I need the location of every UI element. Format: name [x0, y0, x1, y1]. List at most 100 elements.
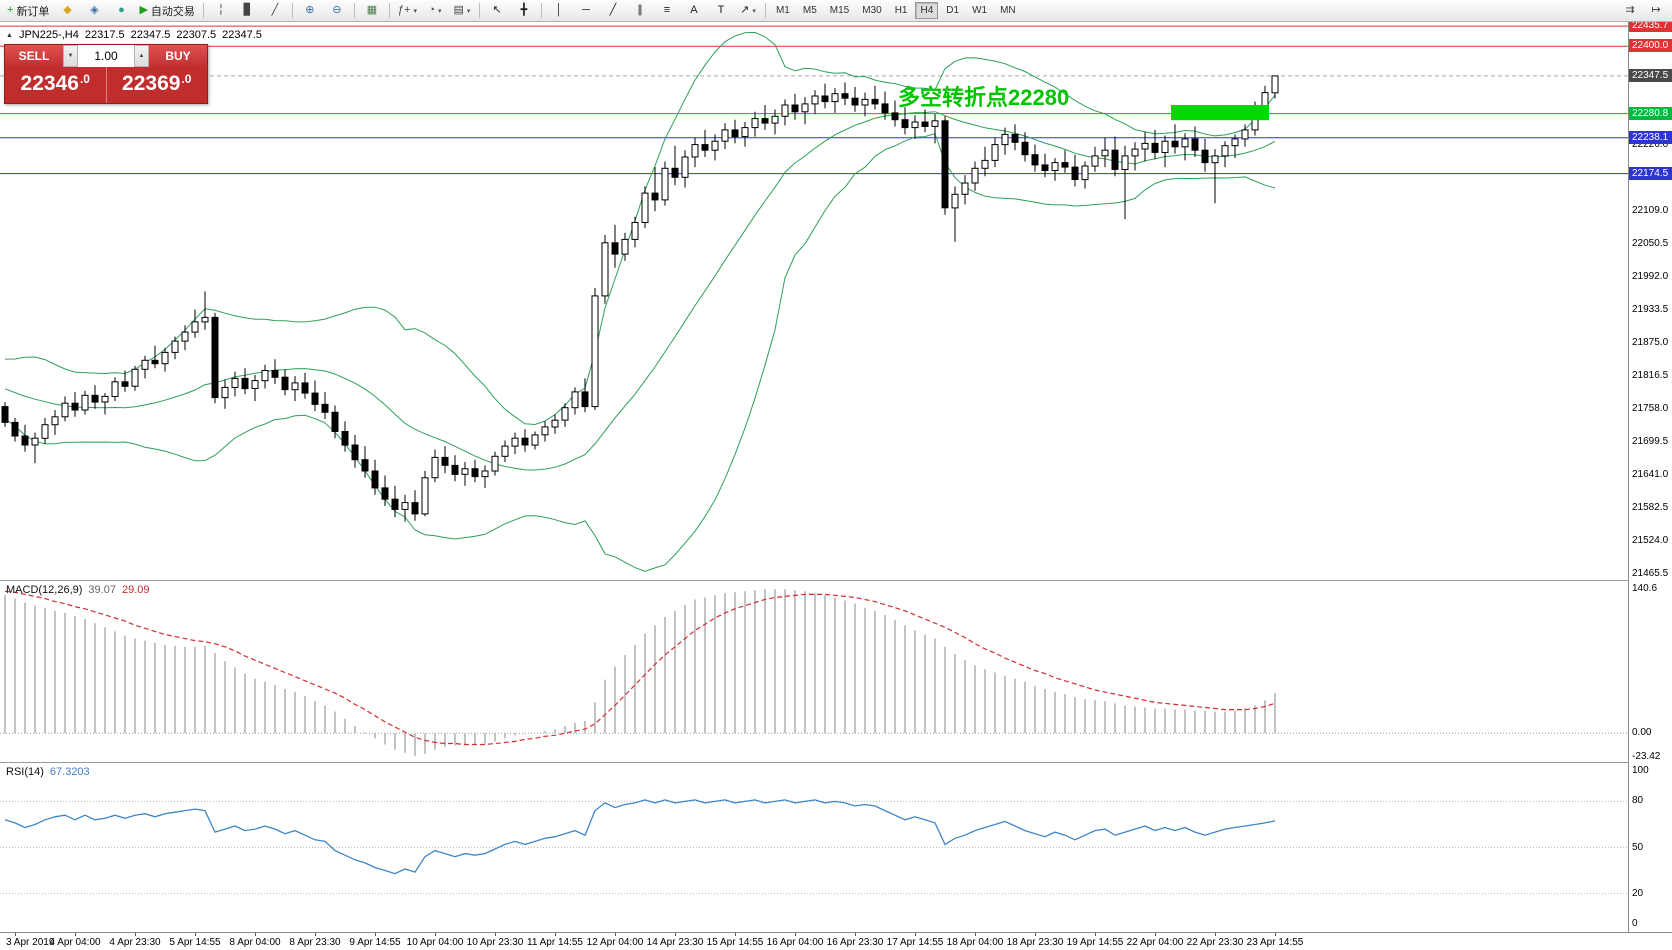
- timeframe-M30[interactable]: M30: [862, 5, 882, 16]
- price-tag-22400.0: 22400.0: [1629, 39, 1672, 53]
- time-axis-label: 14 Apr 23:30: [646, 937, 704, 948]
- time-axis-label: 16 Apr 04:00: [766, 937, 824, 948]
- data-window-button[interactable]: ◈: [81, 1, 107, 21]
- vertical-line-tool-button[interactable]: │: [546, 1, 572, 21]
- timeframe-W1[interactable]: W1: [972, 5, 988, 16]
- timeframe-H1[interactable]: H1: [894, 5, 908, 16]
- volume-increase-button[interactable]: ▲: [134, 45, 149, 67]
- time-axis-label: 11 Apr 14:55: [527, 937, 583, 948]
- rsi-indicator-panel[interactable]: [0, 763, 1628, 932]
- price-axis-label: 21758.0: [1632, 402, 1669, 414]
- label-tool-button[interactable]: T: [708, 1, 734, 21]
- panel-splitter-rsi[interactable]: [0, 762, 1628, 763]
- time-axis-label: 17 Apr 14:55: [886, 937, 944, 948]
- autotrading-button[interactable]: ▶ 自动交易: [135, 1, 198, 21]
- navigator-button[interactable]: ●: [108, 1, 134, 21]
- text-tool-button[interactable]: A: [681, 1, 707, 21]
- chart-shift-button[interactable]: ↦: [1643, 1, 1669, 21]
- new-order-button[interactable]: + 新订单: [3, 1, 53, 21]
- rsi-name: RSI(14): [6, 766, 44, 778]
- time-axis-tick: [1215, 933, 1216, 936]
- market-watch-icon: ◆: [63, 4, 72, 16]
- price-axis-label: 21933.5: [1632, 303, 1669, 315]
- time-axis[interactable]: 3 Apr 2019 4 Apr 04:00 4 Apr 23:30 5 Apr 14…: [0, 932, 1672, 950]
- volume-stepper: ▼ ▲: [63, 45, 149, 67]
- main-price-chart[interactable]: [0, 22, 1628, 580]
- buy-price[interactable]: 22369 .0: [106, 67, 207, 103]
- time-axis-tick: [15, 933, 16, 936]
- line-chart-button[interactable]: ╱: [262, 1, 288, 21]
- horizontal-line-tool-icon: ─: [582, 4, 590, 16]
- toolbar-separator: [353, 3, 355, 18]
- buy-button[interactable]: BUY: [149, 45, 207, 67]
- time-axis-label: 4 Apr 04:00: [49, 937, 101, 948]
- cursor-tool-button[interactable]: ↖: [484, 1, 510, 21]
- timeframe-MN[interactable]: MN: [1000, 5, 1016, 16]
- price-axis-label: 21816.5: [1632, 369, 1669, 381]
- line-chart-icon: ╱: [271, 4, 279, 16]
- templates-button[interactable]: ▤ ▾: [449, 1, 475, 21]
- price-axis-label: 22109.0: [1632, 204, 1669, 216]
- time-axis-label: 10 Apr 04:00: [406, 937, 464, 948]
- autotrading-icon: ▶: [139, 4, 148, 16]
- time-axis-tick: [915, 933, 916, 936]
- bollinger-upper-band[interactable]: [4, 31, 1276, 426]
- panel-splitter-macd[interactable]: [0, 580, 1628, 581]
- sell-price[interactable]: 22346 .0: [5, 67, 107, 103]
- price-axis[interactable]: 22226.022167.522109.022050.521992.021933…: [1628, 22, 1672, 932]
- candlestick-series[interactable]: [1, 75, 1279, 522]
- timeframe-M15[interactable]: M15: [829, 5, 850, 16]
- autotrading-label: 自动交易: [150, 5, 195, 18]
- price-tag-22174.5: 22174.5: [1629, 166, 1672, 180]
- zoom-in-button[interactable]: ⊕: [297, 1, 323, 21]
- bar-chart-button[interactable]: ╎: [208, 1, 234, 21]
- price-axis-label: 21699.5: [1632, 435, 1669, 447]
- toolbar-right-group: ⇉ ↦: [1617, 1, 1669, 21]
- horizontal-line-tool-button[interactable]: ─: [573, 1, 599, 21]
- candlestick-chart-button[interactable]: ▊: [235, 1, 261, 21]
- rsi-axis-label: 0: [1632, 918, 1638, 930]
- zoom-out-button[interactable]: ⊖: [324, 1, 350, 21]
- timeframe-M5[interactable]: M5: [802, 5, 817, 16]
- macd-signal-line: [4, 590, 1276, 746]
- auto-scroll-button[interactable]: ⇉: [1617, 1, 1643, 21]
- time-axis-label: 22 Apr 23:30: [1186, 937, 1244, 948]
- time-axis-label: 12 Apr 04:00: [586, 937, 644, 948]
- rsi-axis-label: 100: [1632, 764, 1649, 776]
- market-watch-button[interactable]: ◆: [54, 1, 80, 21]
- bollinger-lower-band[interactable]: [4, 132, 1276, 572]
- support-zone-rectangle[interactable]: [1171, 105, 1269, 121]
- vertical-line-tool-icon: │: [555, 4, 563, 16]
- price-axis-label: 21875.0: [1632, 336, 1669, 348]
- price-axis-label: 22226.0: [1632, 138, 1669, 150]
- time-axis-label: 19 Apr 14:55: [1066, 937, 1124, 948]
- arrows-tool-button[interactable]: ↗ ▾: [735, 1, 761, 21]
- auto-scroll-icon: ⇉: [1625, 4, 1635, 16]
- macd-indicator-panel[interactable]: [0, 581, 1628, 762]
- rsi-axis-label: 80: [1632, 795, 1644, 807]
- trendline-tool-button[interactable]: ╱: [600, 1, 626, 21]
- time-axis-label: 8 Apr 04:00: [229, 937, 281, 948]
- crosshair-tool-button[interactable]: ╋: [511, 1, 537, 21]
- timeframe-H4[interactable]: H4: [915, 2, 939, 19]
- periods-list-button[interactable]: ◔ ▾: [422, 1, 448, 21]
- periods-list-icon: ◔: [428, 4, 436, 16]
- one-click-collapse-icon[interactable]: ▲: [6, 31, 13, 39]
- macd-axis-label: 140.6: [1632, 582, 1658, 594]
- candlestick-chart-icon: ▊: [243, 4, 253, 16]
- new-order-label: 新订单: [16, 5, 50, 18]
- toolbar-separator: [540, 3, 542, 18]
- timeframe-D1[interactable]: D1: [946, 5, 960, 16]
- chart-annotation-text[interactable]: 多空转折点22280: [898, 85, 1070, 110]
- indicators-list-button[interactable]: ƒ+ ▾: [394, 1, 421, 21]
- volume-input[interactable]: [78, 45, 134, 67]
- tile-windows-button[interactable]: ▦: [359, 1, 385, 21]
- crosshair-tool-icon: ╋: [520, 4, 528, 16]
- timeframe-M1[interactable]: M1: [775, 5, 790, 16]
- macd-signal-value: 29.09: [121, 584, 150, 596]
- sell-button[interactable]: SELL: [5, 45, 63, 67]
- volume-decrease-button[interactable]: ▼: [63, 45, 78, 67]
- chart-plot-area[interactable]: ▲ JPN225-,H4 22317.5 22347.5 22307.5 223…: [0, 22, 1628, 932]
- channel-tool-button[interactable]: ∥: [627, 1, 653, 21]
- fibonacci-tool-button[interactable]: ≡: [654, 1, 680, 21]
